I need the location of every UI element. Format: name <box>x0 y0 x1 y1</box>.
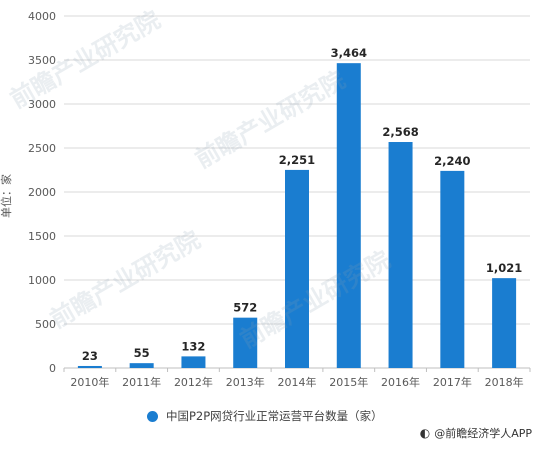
legend-marker-icon <box>147 410 158 422</box>
y-tick-label: 0 <box>49 362 56 375</box>
legend-label: 中国P2P网贷行业正常运营平台数量（家） <box>166 409 383 423</box>
y-axis-label: 单位：家 <box>0 174 13 218</box>
data-label: 23 <box>82 349 98 363</box>
bar <box>336 63 361 368</box>
y-tick-label: 3000 <box>28 98 56 111</box>
data-label: 3,464 <box>331 46 367 60</box>
x-tick-label: 2017年 <box>433 375 472 389</box>
y-tick-label: 4000 <box>28 10 56 23</box>
bar <box>492 278 517 368</box>
x-tick-label: 2011年 <box>122 375 161 389</box>
y-tick-label: 1500 <box>28 230 56 243</box>
source-icon: ◐ <box>419 426 431 440</box>
x-tick-label: 2015年 <box>329 375 368 389</box>
bar <box>388 142 413 368</box>
data-label: 2,251 <box>279 153 315 167</box>
y-tick-label: 500 <box>35 318 56 331</box>
data-label: 2,568 <box>382 125 418 139</box>
source-credit: ◐ @前瞻经济学人APP <box>420 425 532 441</box>
y-tick-label: 2000 <box>28 186 56 199</box>
y-tick-label: 3500 <box>28 54 56 67</box>
x-tick-label: 2012年 <box>174 375 213 389</box>
data-label: 55 <box>134 346 150 360</box>
bar <box>129 363 154 368</box>
bar <box>181 356 206 368</box>
bar <box>77 365 102 368</box>
data-label: 1,021 <box>486 261 522 275</box>
bar <box>285 169 309 368</box>
source-text: @前瞻经济学人APP <box>434 427 532 440</box>
x-tick-label: 2013年 <box>226 375 265 389</box>
data-label: 572 <box>233 301 257 315</box>
bar <box>440 170 465 368</box>
data-label: 132 <box>181 339 205 353</box>
x-tick-label: 2014年 <box>278 375 317 389</box>
x-tick-label: 2016年 <box>381 375 420 389</box>
data-label: 2,240 <box>434 154 470 168</box>
legend: 中国P2P网贷行业正常运营平台数量（家） <box>147 408 383 424</box>
y-tick-label: 1000 <box>28 274 56 287</box>
bar <box>233 317 258 368</box>
x-tick-label: 2018年 <box>485 375 524 389</box>
y-tick-label: 2500 <box>28 142 56 155</box>
x-tick-label: 2010年 <box>70 375 109 389</box>
